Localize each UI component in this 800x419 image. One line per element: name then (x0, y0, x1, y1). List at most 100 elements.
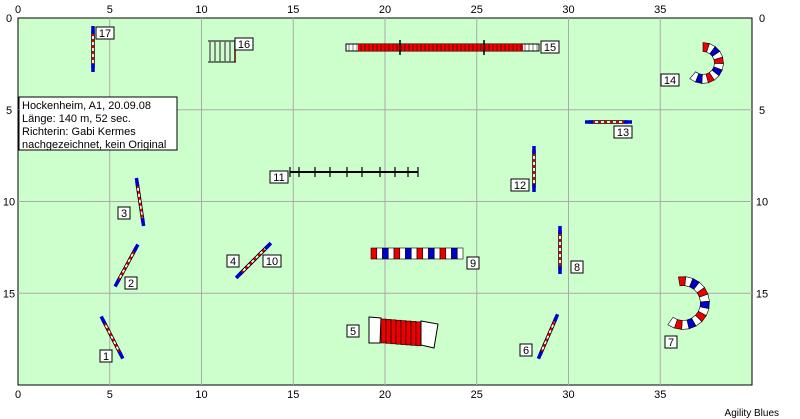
tunnel-9 (370, 247, 464, 260)
jump-10 (234, 241, 273, 280)
x-tick-top: 30 (562, 4, 574, 16)
x-tick-bottom: 5 (107, 389, 113, 401)
jump-bar-stripes (136, 181, 144, 223)
jump-wing (536, 350, 544, 360)
info-line-4: nachgezeichnet, kein Original (22, 139, 166, 151)
label-number: 12 (514, 180, 526, 192)
x-tick-bottom: 20 (379, 389, 391, 401)
label-number: 11 (273, 172, 284, 184)
label-frame (510, 178, 530, 192)
chute-segment (385, 319, 392, 344)
tunnel-segment (376, 247, 383, 260)
y-tick-left: 0 (6, 13, 12, 25)
tunnel-segment (456, 247, 464, 260)
info-line-2: Länge: 140 m, 52 sec. (22, 113, 131, 125)
y-tick-right: 5 (759, 105, 765, 117)
label-number: 14 (664, 75, 676, 87)
label-frame (99, 349, 113, 363)
obstacle-label-14: 14 (660, 73, 680, 87)
jump-wing (117, 350, 125, 360)
label-frame (269, 170, 289, 184)
chute-entry (368, 316, 382, 344)
a-frame-11 (289, 167, 419, 177)
tunnel-segment (387, 247, 395, 260)
label-number: 7 (668, 337, 674, 349)
obstacle-label-8: 8 (570, 260, 584, 274)
tunnel-segment (433, 247, 441, 260)
jump-wing (552, 313, 560, 323)
info-box-frame (18, 96, 178, 151)
course-info-box: Hockenheim, A1, 20.09.08 Länge: 140 m, 5… (18, 96, 178, 151)
tunnel-segment (667, 316, 678, 329)
jump-wing (140, 217, 146, 227)
dogwalk-15 (345, 40, 540, 55)
tunnel-segment (422, 247, 429, 260)
dogwalk-contact (358, 44, 523, 51)
chute-segment (405, 320, 412, 346)
label-frame (660, 73, 680, 87)
info-line-3: Richterin: Gabi Kermes (22, 126, 136, 138)
obstacle-label-11: 11 (269, 170, 289, 184)
label-frame (540, 40, 560, 54)
x-tick-top: 35 (654, 4, 666, 16)
label-number: 3 (121, 208, 127, 220)
label-number: 8 (574, 262, 580, 274)
y-tick-left: 10 (3, 197, 15, 209)
obstacle-label-1: 1 (99, 349, 113, 363)
jump-wing (99, 315, 107, 325)
jump-wing (134, 177, 140, 187)
jump-wing (132, 243, 140, 253)
obstacle-label-4: 4 (226, 254, 240, 268)
y-tick-right: 15 (756, 288, 768, 300)
obstacle-label-6: 6 (519, 343, 533, 357)
jump-wing (113, 278, 121, 288)
chute-segment (390, 319, 397, 345)
label-frame (124, 276, 138, 290)
tunnel-segment (451, 247, 458, 260)
chute-segment (400, 320, 407, 345)
tunnel-segment (405, 247, 412, 260)
chute-segment (380, 318, 387, 344)
footer-credit: Agility Blues (725, 408, 779, 419)
obstacle-label-2: 2 (124, 276, 138, 290)
obstacle-label-15: 15 (540, 40, 560, 54)
tunnel-segment (416, 247, 424, 260)
label-number: 17 (99, 28, 111, 40)
tunnel-segment (445, 247, 452, 260)
jump-wing (263, 241, 273, 251)
tunnel-segment (689, 71, 700, 83)
tunnel-closed-5 (368, 316, 439, 349)
obstacle-label-9: 9 (466, 256, 480, 270)
label-frame (226, 254, 240, 268)
x-tick-bottom: 10 (195, 389, 207, 401)
label-number: 1 (103, 351, 109, 363)
label-number: 10 (266, 256, 278, 268)
jump-6 (536, 313, 560, 360)
label-frame (664, 335, 678, 349)
label-number: 16 (238, 39, 250, 51)
obstacles (91, 26, 724, 360)
y-tick-left: 15 (3, 288, 15, 300)
obstacle-label-13: 13 (613, 125, 633, 139)
y-tick-right: 10 (756, 197, 768, 209)
x-tick-top: 5 (107, 4, 113, 16)
tunnel-segment (393, 247, 401, 260)
label-frame (117, 206, 131, 220)
tunnel-segment (382, 247, 389, 260)
obstacle-label-7: 7 (664, 335, 678, 349)
label-number: 13 (617, 127, 629, 139)
label-frame (613, 125, 633, 139)
label-number: 15 (544, 42, 556, 54)
label-number: 5 (350, 326, 356, 338)
label-frame (346, 324, 360, 338)
chute-segment (410, 321, 417, 346)
label-number: 9 (470, 258, 476, 270)
x-tick-top: 25 (471, 4, 483, 16)
jump-bar-stripes (238, 245, 269, 276)
x-tick-bottom: 15 (287, 389, 299, 401)
tunnel-segment (439, 247, 447, 260)
obstacle-label-10: 10 (262, 254, 282, 268)
label-number: 2 (128, 278, 134, 290)
x-tick-top: 15 (287, 4, 299, 16)
